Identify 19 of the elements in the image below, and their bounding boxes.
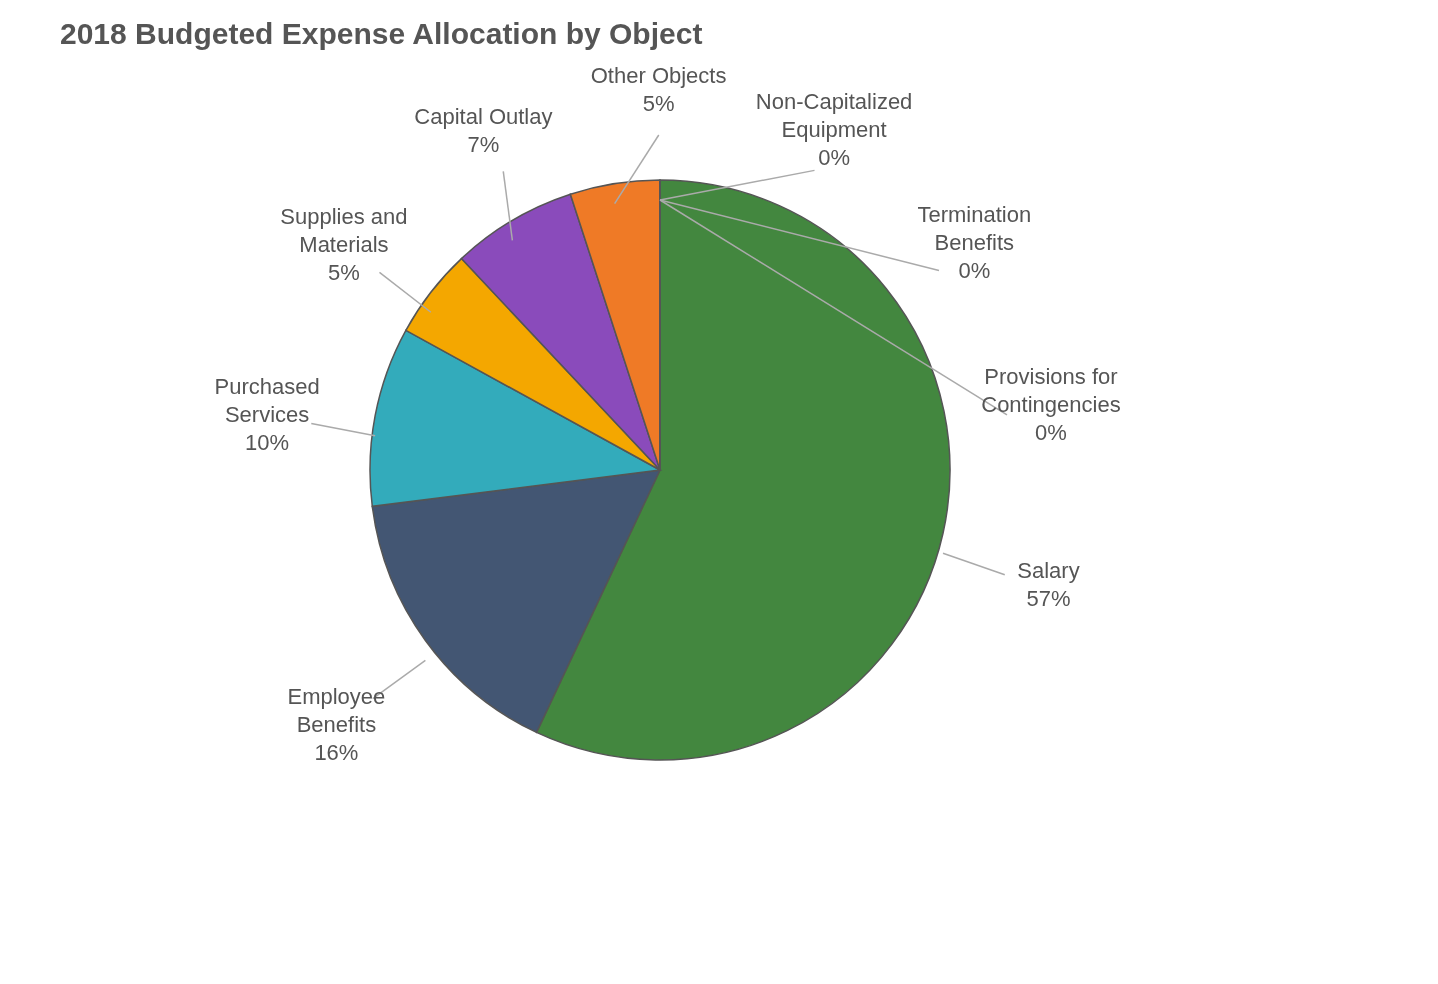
data-label: 10% <box>245 430 290 456</box>
data-label: 5% <box>328 259 360 285</box>
slice-label: Other Objects <box>590 63 727 88</box>
category-label: Termination Benefits <box>917 201 1032 255</box>
data-label: 57% <box>1026 586 1071 612</box>
chart-title: 2018 Budgeted Expense Allocation by Object <box>60 17 703 50</box>
data-label: 5% <box>642 91 675 116</box>
slice-label: Supplies and Materials <box>280 203 408 257</box>
slice-label: Salary <box>1017 558 1080 584</box>
text: 0% <box>818 144 850 170</box>
slice-label: Employee Benefits <box>287 684 386 738</box>
slice-label: Purchased Services <box>214 374 320 428</box>
category-label: Non-Capitalized Equipment <box>755 88 913 142</box>
data-label: 7% <box>467 132 500 158</box>
slice-label: Capital Outlay <box>414 104 553 130</box>
category-label: Provisions for Contingencies <box>981 364 1121 418</box>
data-label: 16% <box>314 740 359 766</box>
text: 0% <box>958 257 991 283</box>
text: 0% <box>1035 420 1067 446</box>
